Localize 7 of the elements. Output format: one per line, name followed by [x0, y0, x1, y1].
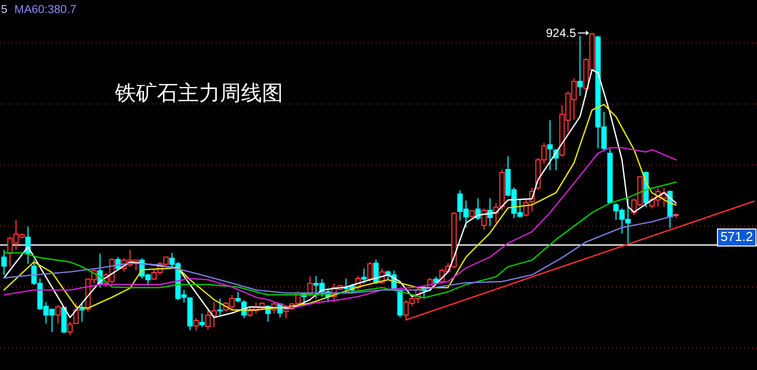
title: 铁矿石主力周线图: [115, 81, 283, 105]
annotation: 571.2: [720, 229, 753, 244]
annotation: 5: [1, 4, 8, 16]
annotation: 924.5: [546, 26, 576, 40]
annotation: 924.5: [546, 26, 589, 40]
annotation: 571.2: [716, 228, 756, 246]
annotation: MA60:380.7: [14, 4, 76, 16]
